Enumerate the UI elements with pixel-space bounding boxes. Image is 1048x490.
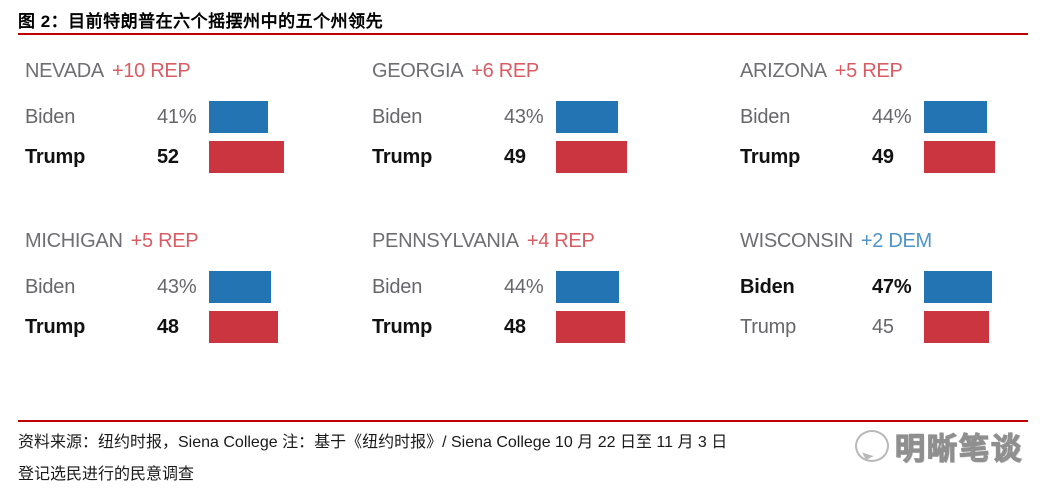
candidate-row: Biden 47%	[740, 271, 1040, 303]
state-margin: +6 REP	[471, 60, 539, 82]
candidate-label: Trump	[372, 315, 433, 338]
candidate-label: Biden	[25, 105, 76, 128]
candidate-value: 48	[504, 315, 526, 338]
candidate-row: Biden 43%	[372, 101, 672, 133]
candidate-value: 45	[872, 315, 894, 338]
state-name: PENNSYLVANIA	[372, 230, 519, 252]
candidate-bar	[924, 141, 995, 173]
candidate-row: Trump 45	[740, 311, 1040, 343]
candidate-bar	[556, 101, 618, 133]
candidate-bar	[556, 141, 627, 173]
candidate-value: 44%	[504, 275, 544, 298]
candidate-row: Trump 48	[25, 311, 325, 343]
state-margin: +4 REP	[526, 230, 595, 252]
candidate-label: Biden	[740, 105, 791, 128]
source-note-line1: 资料来源：纽约时报，Siena College 注：基于《纽约时报》/ Sien…	[18, 434, 728, 451]
candidate-value: 47%	[872, 275, 912, 298]
candidate-row: Trump 49	[740, 141, 1040, 173]
candidate-label: Trump	[372, 145, 433, 168]
state-panel: WISCONSIN +2 DEM Biden 47% Trump 45	[740, 230, 1040, 351]
state-margin: +2 DEM	[860, 230, 932, 252]
candidate-bar	[556, 311, 625, 343]
footer-rule	[18, 420, 1028, 422]
figure-title: 图 2：目前特朗普在六个摇摆州中的五个州领先	[18, 12, 384, 31]
candidate-label: Trump	[740, 315, 797, 338]
candidate-value: 44%	[872, 105, 912, 128]
candidate-bar	[924, 101, 987, 133]
candidate-label: Trump	[740, 145, 801, 168]
state-header: ARIZONA +5 REP	[740, 60, 1040, 84]
candidate-row: Trump 52	[25, 141, 325, 173]
candidate-value: 49	[872, 145, 894, 168]
state-header: PENNSYLVANIA +4 REP	[372, 230, 672, 254]
candidate-label: Biden	[25, 275, 76, 298]
state-name: GEORGIA	[372, 60, 464, 82]
candidate-bar	[209, 311, 278, 343]
title-underline	[18, 33, 1028, 35]
state-header: WISCONSIN +2 DEM	[740, 230, 1040, 254]
state-margin: +5 REP	[130, 230, 199, 252]
candidate-bar	[924, 271, 992, 303]
candidate-label: Biden	[372, 275, 423, 298]
state-margin: +5 REP	[834, 60, 903, 82]
candidate-row: Biden 43%	[25, 271, 325, 303]
candidate-value: 48	[157, 315, 179, 338]
state-header: NEVADA +10 REP	[25, 60, 325, 84]
candidate-row: Biden 41%	[25, 101, 325, 133]
candidate-value: 49	[504, 145, 526, 168]
candidate-bar	[209, 141, 284, 173]
state-panel: PENNSYLVANIA +4 REP Biden 44% Trump 48	[372, 230, 672, 351]
source-note-line2: 登记选民进行的民意调查	[18, 466, 195, 483]
state-panels-grid: NEVADA +10 REP Biden 41% Trump 52 GEORGIA…	[25, 60, 1030, 351]
candidate-value: 43%	[157, 275, 197, 298]
candidate-label: Trump	[25, 315, 86, 338]
candidate-value: 43%	[504, 105, 544, 128]
state-panel: NEVADA +10 REP Biden 41% Trump 52	[25, 60, 325, 181]
candidate-row: Biden 44%	[740, 101, 1040, 133]
candidate-bar	[209, 101, 268, 133]
candidate-row: Trump 48	[372, 311, 672, 343]
candidate-label: Trump	[25, 145, 86, 168]
candidate-bar	[209, 271, 271, 303]
state-panel: GEORGIA +6 REP Biden 43% Trump 49	[372, 60, 672, 181]
candidate-value: 52	[157, 145, 179, 168]
state-name: NEVADA	[25, 60, 104, 82]
state-name: MICHIGAN	[25, 230, 123, 252]
candidate-label: Biden	[740, 275, 795, 298]
state-name: ARIZONA	[740, 60, 827, 82]
candidate-label: Biden	[372, 105, 423, 128]
candidate-bar	[556, 271, 619, 303]
state-panel: MICHIGAN +5 REP Biden 43% Trump 48	[25, 230, 325, 351]
state-header: MICHIGAN +5 REP	[25, 230, 325, 254]
candidate-row: Trump 49	[372, 141, 672, 173]
state-margin: +10 REP	[111, 60, 191, 82]
state-name: WISCONSIN	[740, 230, 853, 252]
candidate-row: Biden 44%	[372, 271, 672, 303]
candidate-bar	[924, 311, 989, 343]
state-panel: ARIZONA +5 REP Biden 44% Trump 49	[740, 60, 1040, 181]
candidate-value: 41%	[157, 105, 197, 128]
state-header: GEORGIA +6 REP	[372, 60, 672, 84]
